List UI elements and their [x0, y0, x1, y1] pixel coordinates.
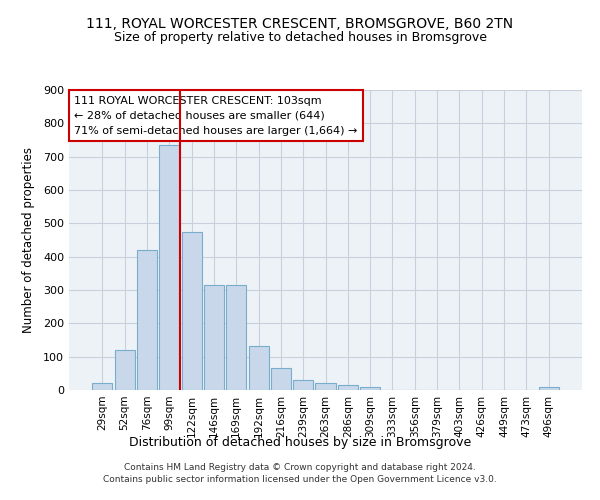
- Bar: [115, 350, 135, 390]
- Text: Contains public sector information licensed under the Open Government Licence v3: Contains public sector information licen…: [103, 475, 497, 484]
- Bar: [293, 380, 313, 390]
- Bar: [360, 388, 380, 390]
- Bar: [137, 250, 157, 390]
- Bar: [226, 285, 246, 390]
- Bar: [92, 384, 112, 390]
- Y-axis label: Number of detached properties: Number of detached properties: [22, 147, 35, 333]
- Bar: [539, 388, 559, 390]
- Bar: [204, 285, 224, 390]
- Bar: [248, 346, 269, 390]
- Bar: [182, 232, 202, 390]
- Text: 111, ROYAL WORCESTER CRESCENT, BROMSGROVE, B60 2TN: 111, ROYAL WORCESTER CRESCENT, BROMSGROV…: [86, 18, 514, 32]
- Bar: [338, 386, 358, 390]
- Text: Size of property relative to detached houses in Bromsgrove: Size of property relative to detached ho…: [113, 31, 487, 44]
- Bar: [159, 145, 179, 390]
- Text: Contains HM Land Registry data © Crown copyright and database right 2024.: Contains HM Land Registry data © Crown c…: [124, 464, 476, 472]
- Bar: [271, 368, 291, 390]
- Text: Distribution of detached houses by size in Bromsgrove: Distribution of detached houses by size …: [129, 436, 471, 449]
- Bar: [316, 382, 335, 390]
- Text: 111 ROYAL WORCESTER CRESCENT: 103sqm
← 28% of detached houses are smaller (644)
: 111 ROYAL WORCESTER CRESCENT: 103sqm ← 2…: [74, 96, 358, 136]
